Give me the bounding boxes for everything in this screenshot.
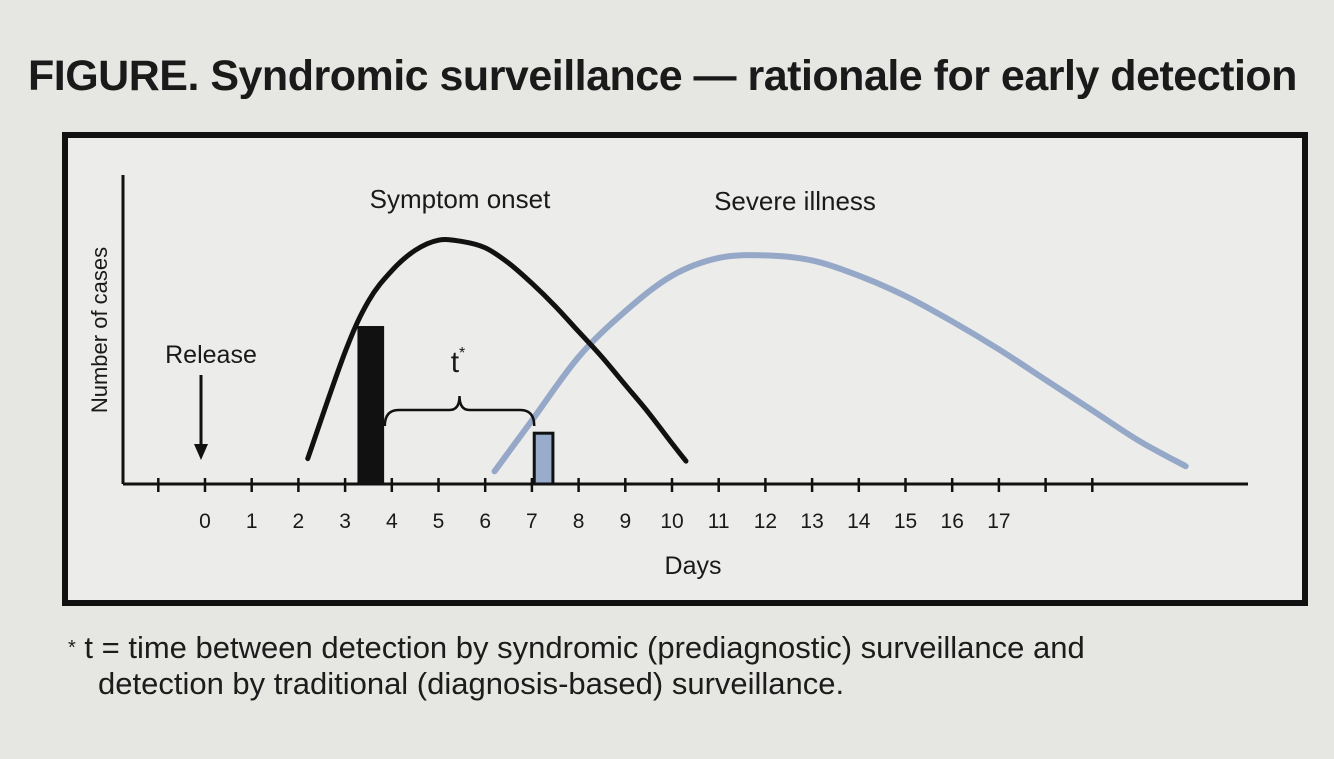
x-tick-label: 9 (619, 510, 631, 533)
series-label-severe-illness: Severe illness (714, 186, 876, 216)
release-arrow-icon (194, 375, 208, 460)
curves (305, 237, 1189, 475)
footnote-line-2: detection by traditional (diagnosis-base… (98, 666, 845, 701)
x-tick-label: 8 (573, 510, 585, 533)
x-tick-label: 6 (479, 510, 491, 533)
x-tick-label: 12 (754, 510, 777, 533)
x-tick-label: 14 (847, 510, 871, 533)
y-axis-label: Number of cases (87, 247, 112, 413)
t-brace (383, 395, 536, 427)
series-symptom-onset (305, 237, 689, 464)
x-tick-labels: 0 1 2 3 4 5 6 7 8 9 10 11 12 13 14 15 16 17 (199, 510, 1010, 533)
x-tick-label: 13 (800, 510, 823, 533)
x-tick-label: 1 (246, 510, 258, 533)
x-tick-label: 17 (987, 510, 1010, 533)
brace-path (383, 395, 536, 427)
bar-2 (532, 431, 555, 486)
bar-1 (357, 326, 385, 485)
x-ticks (157, 478, 1094, 492)
x-tick-label: 3 (339, 510, 351, 533)
x-tick-label: 2 (293, 510, 305, 533)
x-tick-label: 4 (386, 510, 398, 533)
x-tick-label: 10 (660, 510, 683, 533)
footnote-star: * (68, 637, 76, 659)
x-axis-label: Days (665, 552, 722, 580)
release-label: Release (165, 341, 257, 369)
x-tick-label: 16 (941, 510, 964, 533)
series-severe-illness (491, 252, 1189, 475)
x-tick-label: 11 (708, 510, 730, 533)
series-label-symptom-onset: Symptom onset (370, 184, 551, 214)
release-arrow-head (194, 444, 208, 460)
footnote: * t = time between detection by syndromi… (68, 630, 1085, 702)
bars (357, 326, 555, 486)
x-tick-label: 7 (526, 510, 538, 533)
x-tick-label: 5 (433, 510, 445, 533)
page-title: FIGURE. Syndromic surveillance — rationa… (28, 52, 1297, 100)
footnote-line-1: t = time between detection by syndromic … (84, 630, 1085, 665)
x-tick-label: 0 (199, 510, 211, 533)
x-tick-label: 15 (894, 510, 917, 533)
t-label: t* (451, 345, 466, 379)
chart-frame (62, 132, 1308, 606)
